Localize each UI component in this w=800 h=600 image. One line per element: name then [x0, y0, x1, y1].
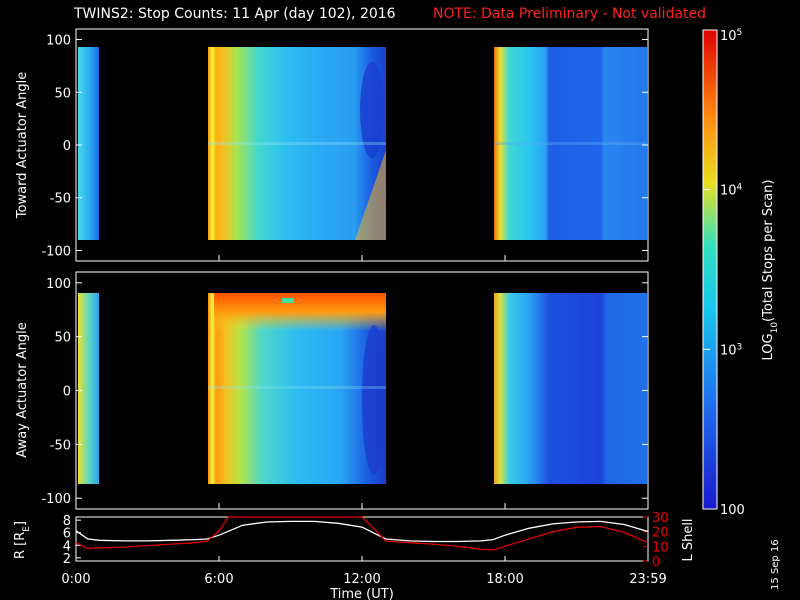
colorbar-tick-label: 105	[720, 28, 742, 44]
r-tick-label: 6	[63, 527, 71, 542]
colorbar-tick-label: 103	[720, 342, 742, 358]
y-tick-label: -100	[41, 244, 71, 259]
colorbar-tick-label: 104	[720, 183, 743, 199]
time-tick-label: 12:00	[343, 572, 380, 587]
top-zero-line-c	[494, 142, 647, 145]
date-stamp: 15 Sep 16	[770, 539, 781, 590]
colorbar-ticks: 105 104 103 100	[703, 28, 745, 518]
r-tick-label: 4	[63, 539, 71, 554]
middle-y-axis-label: Away Actuator Angle	[15, 322, 30, 457]
colorbar: 105 104 103 100 LOG10(Total Stops per Scan)	[702, 28, 780, 518]
top-heatmap-panel	[75, 28, 649, 262]
r-tick-label: 2	[63, 552, 71, 567]
l-shell-tick-label: 10	[652, 540, 669, 555]
mid-seg-c	[494, 293, 647, 484]
colorbar-tick-label: 100	[720, 503, 745, 518]
top-y-axis-label: Toward Actuator Angle	[15, 72, 30, 219]
plot-title: TWINS2: Stop Counts: 11 Apr (day 102), 2…	[74, 6, 396, 22]
top-y-axis: 100 50 0 -50 -100	[41, 34, 648, 259]
y-tick-label: -100	[41, 492, 71, 507]
y-tick-label: 0	[63, 385, 71, 400]
top-zero-line	[208, 142, 386, 145]
r-axis-label: R [RE]	[13, 521, 32, 559]
l-shell-axis-label: L Shell	[681, 518, 696, 561]
time-axis-label: Time (UT)	[329, 587, 394, 600]
y-tick-label: 50	[54, 331, 71, 346]
time-tick-label: 6:00	[204, 572, 233, 587]
l-shell-series-line	[75, 516, 649, 551]
mid-seg-a	[78, 293, 99, 484]
y-tick-label: 0	[63, 139, 71, 154]
mid-zero-line	[208, 386, 386, 389]
middle-heatmap-panel	[75, 271, 649, 510]
l-shell-tick-label: 0	[652, 555, 660, 570]
time-tick-label: 18:00	[486, 572, 523, 587]
mid-high-band	[214, 293, 386, 331]
time-tick-label: 23:59	[629, 572, 666, 587]
top-seg-a	[78, 47, 99, 240]
top-blue-cavity	[360, 62, 384, 158]
colorbar-gradient	[703, 30, 717, 509]
top-left-edge-line	[211, 47, 214, 240]
preliminary-note: NOTE: Data Preliminary - Not validated	[433, 6, 707, 22]
time-tick-label: 0:00	[61, 572, 90, 587]
top-diagonal-feature	[355, 150, 386, 240]
l-shell-tick-label: 20	[652, 526, 669, 541]
l-shell-tick-label: 30	[652, 511, 669, 526]
top-seg-b	[208, 47, 386, 240]
middle-y-axis: 100 50 0 -50 -100	[41, 277, 648, 507]
r-tick-label: 8	[63, 514, 71, 529]
top-seg-c	[494, 47, 647, 240]
y-tick-label: 50	[54, 86, 71, 101]
y-tick-label: -50	[50, 438, 71, 453]
mid-green-speck	[282, 298, 294, 303]
time-axis: 0:00 6:00 12:00 18:00 23:59	[61, 255, 667, 587]
y-tick-label: 100	[46, 34, 71, 49]
mid-left-edge-line	[211, 293, 214, 484]
colorbar-label: LOG10(Total Stops per Scan)	[761, 180, 780, 361]
y-tick-label: -50	[50, 192, 71, 207]
mid-blue-cavity	[362, 325, 386, 475]
r-series-line	[75, 520, 649, 543]
y-tick-label: 100	[46, 277, 71, 292]
